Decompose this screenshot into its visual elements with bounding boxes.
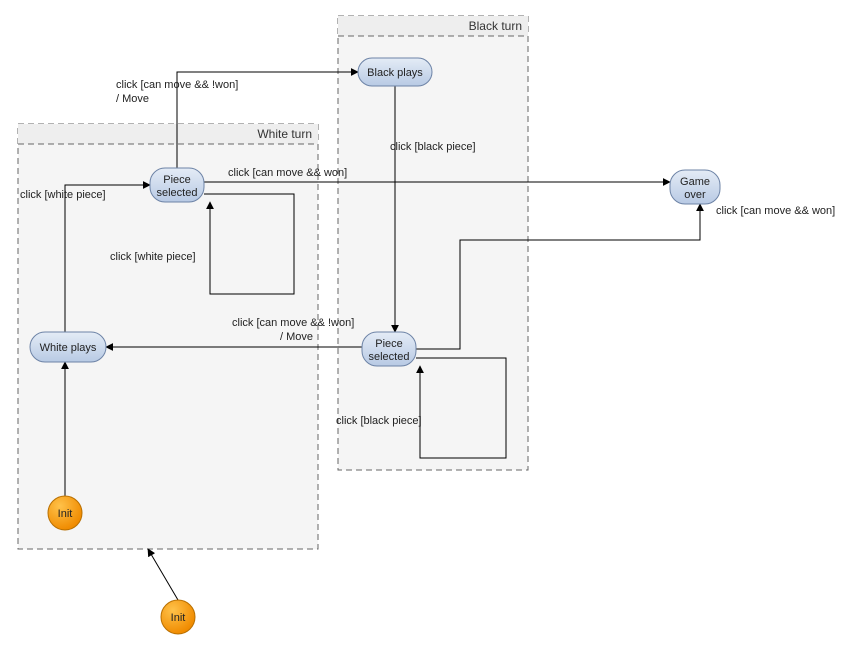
node-game_over: Gameover bbox=[670, 170, 720, 204]
edge-label: click [can move && !won] bbox=[116, 79, 238, 91]
edge-label: click [can move && won] bbox=[716, 205, 835, 217]
node-label: Game bbox=[680, 176, 710, 188]
edge-label: click [white piece] bbox=[20, 189, 106, 201]
node-label: selected bbox=[157, 187, 198, 199]
edge-label: click [black piece] bbox=[336, 415, 422, 427]
edge-e_init_outer_to_region bbox=[148, 549, 178, 600]
node-label: Black plays bbox=[367, 67, 423, 79]
node-label: selected bbox=[369, 351, 410, 363]
node-black_plays: Black plays bbox=[358, 58, 432, 86]
region-title: Black turn bbox=[469, 19, 522, 33]
edge-label: / Move bbox=[280, 331, 313, 343]
edge-label: / Move bbox=[116, 93, 149, 105]
node-label: Init bbox=[171, 612, 186, 624]
edge-label: click [can move && !won] bbox=[232, 317, 354, 329]
node-label: Piece bbox=[375, 338, 403, 350]
edge-label: click [black piece] bbox=[390, 141, 476, 153]
node-label: White plays bbox=[40, 342, 97, 354]
node-init_outer: Init bbox=[161, 600, 195, 634]
node-init_inner: Init bbox=[48, 496, 82, 530]
node-black_piece_selected: Pieceselected bbox=[362, 332, 416, 366]
edge-label: click [can move && won] bbox=[228, 167, 347, 179]
edge-label: click [white piece] bbox=[110, 251, 196, 263]
node-label: Init bbox=[58, 508, 73, 520]
node-label: Piece bbox=[163, 174, 191, 186]
region-title: White turn bbox=[257, 127, 312, 141]
node-label: over bbox=[684, 189, 706, 201]
node-white_piece_selected: Pieceselected bbox=[150, 168, 204, 202]
node-white_plays: White plays bbox=[30, 332, 106, 362]
state-diagram: White turn Black turn click [white piece] c… bbox=[0, 0, 861, 654]
